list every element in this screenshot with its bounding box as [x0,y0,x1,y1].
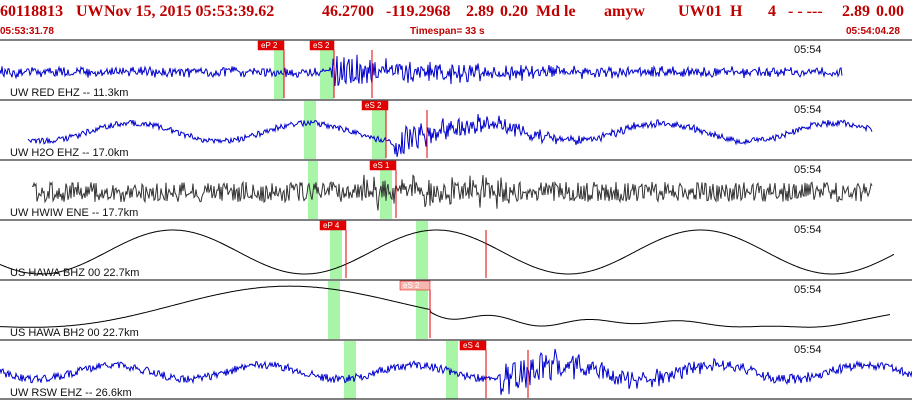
pick-window [380,161,392,219]
event-flags: - - --- [788,3,823,20]
pick-tag [309,40,335,51]
end-time: 05:54:04.28 [846,26,900,37]
station-label: UW RSW EHZ -- 26.6km [10,387,132,399]
event-mag-type: Md le [536,3,576,20]
pick-label: eS 2 [313,41,330,50]
station-label: US HAWA BH2 00 22.7km [10,327,139,339]
event-trailing: 0.00 [876,3,904,20]
time-bar: 05:53:31.78 Timespan= 33 s 05:54:04.28 [0,26,912,38]
start-time: 05:53:31.78 [0,26,54,37]
event-id: 60118813 [0,3,64,20]
pick-window [274,41,284,99]
pick-label: eS 4 [463,341,480,350]
event-header: 60118813 UW Nov 15, 2015 05:53:39.62 46.… [0,0,912,24]
time-tick-label: 05:54 [794,104,822,116]
time-tick-label: 05:54 [794,224,822,236]
event-author: amyw [604,3,645,20]
station-label: UW HWIW ENE -- 17.7km [10,207,138,219]
timespan: Timespan= 33 s [410,26,485,37]
pick-window [304,101,316,159]
waveform-trace [0,348,912,395]
pick-tag [369,160,397,171]
time-tick-label: 05:54 [794,44,822,56]
pick-label: eP 4 [323,221,340,230]
event-mag-error: 0.20 [500,3,528,20]
time-tick-label: 05:54 [794,284,822,296]
station-label: UW RED EHZ -- 11.3km [10,87,128,99]
event-longitude: -119.2968 [386,3,451,20]
time-tick-label: 05:54 [794,164,822,176]
pick-tag [319,220,347,231]
pick-window [372,101,386,159]
pick-window [320,41,334,99]
time-tick-label: 05:54 [794,344,822,356]
pick-window [416,221,428,279]
waveform-trace [0,285,891,328]
event-magnitude: 2.89 [466,3,494,20]
pick-tag [459,340,487,351]
event-status: H [730,3,743,20]
waveform-trace [0,54,843,87]
pick-label: eS 2 [365,101,382,110]
event-latitude: 46.2700 [322,3,374,20]
station-label: UW H2O EHZ -- 17.0km [10,147,129,159]
pick-tag [399,280,431,291]
event-count: 4 [768,3,776,20]
pick-tag [257,40,285,51]
waveform-trace [31,174,873,211]
pick-window [328,281,340,339]
pick-window [416,281,428,339]
event-network: UW [76,3,104,20]
pick-label: eP 2 [261,41,278,50]
waveform-trace [27,114,873,158]
pick-label: eS 2 [403,281,420,290]
pick-window [330,221,342,279]
event-mag-repeat: 2.89 [842,3,870,20]
pick-tag [361,100,389,111]
waveform-trace [0,229,895,275]
event-version: 01 [706,3,722,20]
pick-window [344,341,356,399]
event-network-2: UW [678,3,706,20]
station-label: US HAWA BHZ 00 22.7km [10,267,139,279]
pick-label: eS 1 [373,161,390,170]
pick-window [446,341,458,399]
event-datetime: Nov 15, 2015 05:53:39.62 [104,3,275,20]
